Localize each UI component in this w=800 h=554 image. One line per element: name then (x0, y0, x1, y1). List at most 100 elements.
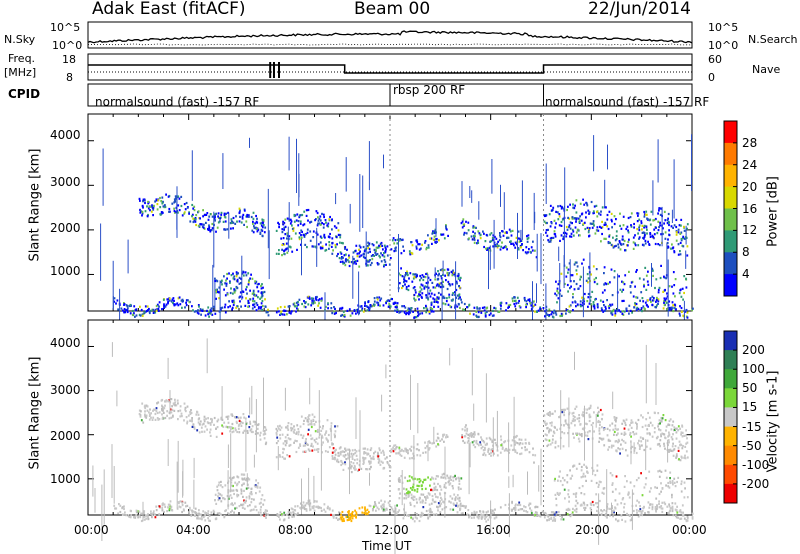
power-echo-cell (317, 216, 319, 219)
velocity-echo-cell (174, 401, 177, 404)
power-echo-cell (478, 307, 481, 310)
power-echo-cell (339, 241, 341, 244)
velocity-echo-cell (227, 415, 230, 418)
velocity-echo-cell (395, 452, 397, 455)
power-echo-cell (183, 212, 186, 215)
velocity-echo-cell (254, 420, 257, 423)
velocity-echo-cell (292, 512, 295, 515)
velocity-echo-cell (434, 477, 437, 480)
power-echo-cell (415, 239, 418, 242)
power-echo-cell (510, 234, 513, 237)
power-echo-cell (261, 304, 264, 308)
velocity-echo-cell (590, 502, 593, 505)
velocity-panel-frame (87, 319, 693, 516)
velocity-echo-cell (641, 425, 644, 429)
velocity-echo-cell (282, 451, 284, 454)
power-echo-cell (275, 311, 278, 314)
power-echo-cell (208, 227, 210, 230)
power-echo-cell (197, 309, 199, 312)
velocity-echo-cell (428, 509, 431, 512)
power-echo-cell (353, 261, 356, 264)
power-echo-cell (367, 251, 370, 254)
velocity-echo-cell (352, 453, 355, 456)
power-echo-cell (289, 222, 292, 225)
velocity-echo-cell (279, 428, 282, 432)
velocity-echo-cell (660, 482, 662, 485)
power-echo-cell (547, 228, 549, 231)
velocity-echo-cell (204, 514, 206, 517)
power-echo-cell (409, 310, 412, 313)
velocity-echo-cell (547, 413, 550, 416)
velocity-echo-cell (220, 484, 222, 487)
power-echo-cell (252, 303, 255, 306)
power-echo-cell (183, 203, 186, 206)
power-echo-cell (188, 211, 190, 214)
power-echo-cell (442, 233, 445, 236)
velocity-echo-cell (663, 442, 665, 445)
power-echo-cell (499, 232, 501, 235)
velocity-echo-cell (658, 419, 661, 422)
velocity-echo-cell (691, 512, 694, 515)
velocity-echo-cell (684, 445, 687, 448)
power-echo-cell (223, 212, 226, 215)
power-echo-cell (383, 255, 386, 258)
velocity-echo-cell (590, 503, 593, 507)
power-echo-cell (372, 254, 374, 257)
power-echo-cell (651, 303, 654, 306)
power-echo-cell (279, 313, 281, 316)
power-echo-cell (658, 226, 660, 229)
velocity-echo-cell (377, 455, 380, 458)
velocity-echo-cell (520, 452, 523, 455)
power-echo-cell (258, 306, 260, 309)
power-echo-cell (414, 289, 417, 292)
power-echo-cell (677, 231, 680, 234)
power-echo-cell (535, 256, 538, 259)
power-echo-cell (288, 305, 291, 308)
power-echo-cell (348, 256, 351, 259)
power-echo-cell (446, 271, 449, 274)
velocity-noise-streak (182, 471, 184, 498)
velocity-echo-cell (294, 439, 297, 442)
velocity-echo-cell (327, 505, 329, 508)
velocity-echo-cell (572, 492, 575, 496)
velocity-echo-cell (305, 509, 308, 512)
velocity-echo-cell (362, 447, 365, 450)
velocity-echo-cell (655, 437, 658, 440)
velocity-echo-cell (284, 444, 287, 447)
power-echo-cell (144, 310, 147, 313)
velocity-echo-cell (580, 476, 583, 479)
power-echo-cell (201, 223, 203, 226)
velocity-echo-cell (334, 435, 336, 438)
velocity-echo-cell (425, 509, 428, 513)
power-echo-cell (557, 283, 560, 286)
velocity-echo-cell (411, 476, 413, 479)
velocity-echo-cell (368, 462, 371, 465)
velocity-echo-cell (161, 408, 163, 411)
velocity-echo-cell (580, 492, 583, 495)
velocity-echo-cell (668, 431, 670, 434)
power-colorbar-segment-0 (724, 121, 737, 144)
velocity-echo-cell (617, 519, 620, 522)
power-echo-cell (534, 303, 537, 306)
velocity-echo-cell (433, 513, 435, 516)
velocity-echo-cell (180, 412, 183, 415)
power-echo-cell (557, 297, 560, 300)
power-echo-cell (614, 312, 617, 315)
power-echo-cell (610, 243, 613, 246)
power-echo-cell (329, 215, 331, 219)
velocity-echo-cell (640, 440, 643, 443)
power-echo-cell (473, 241, 476, 244)
velocity-echo-cell (291, 508, 294, 511)
power-echo-cell (645, 303, 648, 307)
velocity-echo-cell (454, 474, 456, 477)
power-echo-cell (434, 228, 437, 231)
power-echo-cell (611, 226, 613, 229)
velocity-noise-streak (490, 500, 492, 535)
power-echo-cell (152, 308, 155, 311)
power-echo-cell (152, 311, 155, 314)
velocity-echo-cell (607, 439, 610, 442)
power-echo-cell (442, 302, 445, 305)
power-echo-cell (359, 250, 361, 253)
velocity-echo-cell (636, 423, 638, 426)
velocity-echo-cell (390, 506, 393, 509)
